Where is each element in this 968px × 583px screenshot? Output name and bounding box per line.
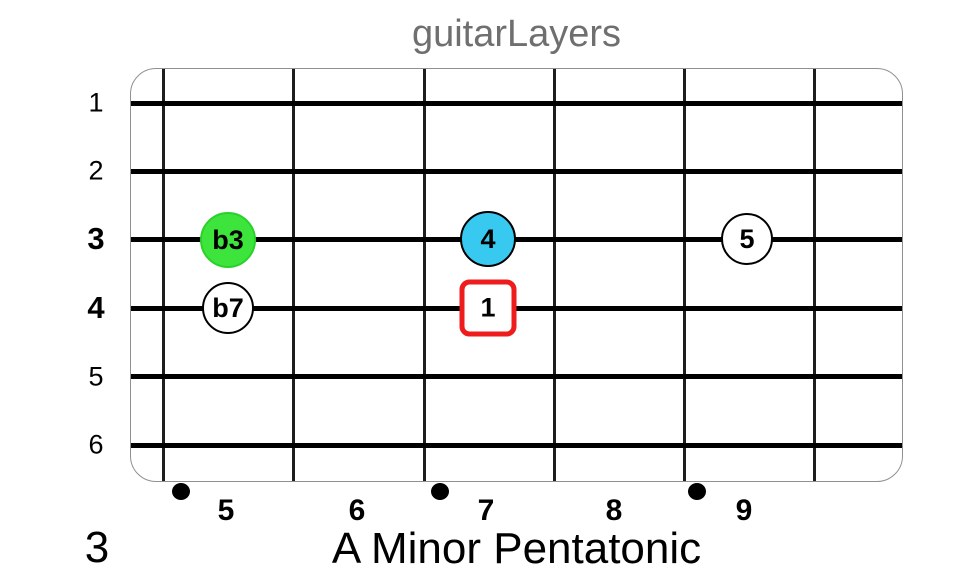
position-number: 3: [84, 523, 110, 572]
scale-name-title: A Minor Pentatonic: [331, 524, 702, 573]
fret-line-10: [813, 69, 816, 481]
fretboard-grid[interactable]: [130, 68, 903, 482]
fret-line-9: [683, 69, 686, 481]
inlay-dot-fret7: [431, 483, 449, 500]
inlay-dot-fret5: [172, 483, 190, 500]
note-marker-root-1[interactable]: 1: [459, 279, 517, 337]
string-label-1: 1: [88, 87, 104, 118]
string-line-4: [131, 306, 902, 311]
string-line-1: [131, 101, 902, 106]
fret-label-6: 6: [348, 494, 366, 527]
fret-line-6: [292, 69, 295, 481]
fret-label-7: 7: [477, 494, 495, 527]
fret-label-5: 5: [217, 494, 235, 527]
app-title: guitarLayers: [411, 13, 622, 55]
string-label-5: 5: [88, 361, 104, 392]
note-marker-b7[interactable]: b7: [202, 282, 254, 334]
inlay-dot-fret9: [688, 483, 706, 500]
fret-label-9: 9: [735, 494, 753, 527]
string-line-2: [131, 169, 902, 174]
fret-line-8: [553, 69, 556, 481]
note-marker-b3[interactable]: b3: [200, 212, 256, 268]
string-line-3: [131, 237, 902, 242]
string-label-3: 3: [87, 221, 105, 256]
fret-line-7: [423, 69, 426, 481]
string-line-5: [131, 374, 902, 379]
string-label-6: 6: [88, 429, 104, 460]
fret-label-8: 8: [605, 494, 623, 527]
string-line-6: [131, 443, 902, 448]
string-label-4: 4: [87, 290, 105, 325]
string-label-2: 2: [88, 155, 104, 186]
note-marker-5[interactable]: 5: [721, 213, 773, 265]
fret-line-5: [162, 69, 165, 481]
note-marker-4[interactable]: 4: [460, 211, 516, 267]
